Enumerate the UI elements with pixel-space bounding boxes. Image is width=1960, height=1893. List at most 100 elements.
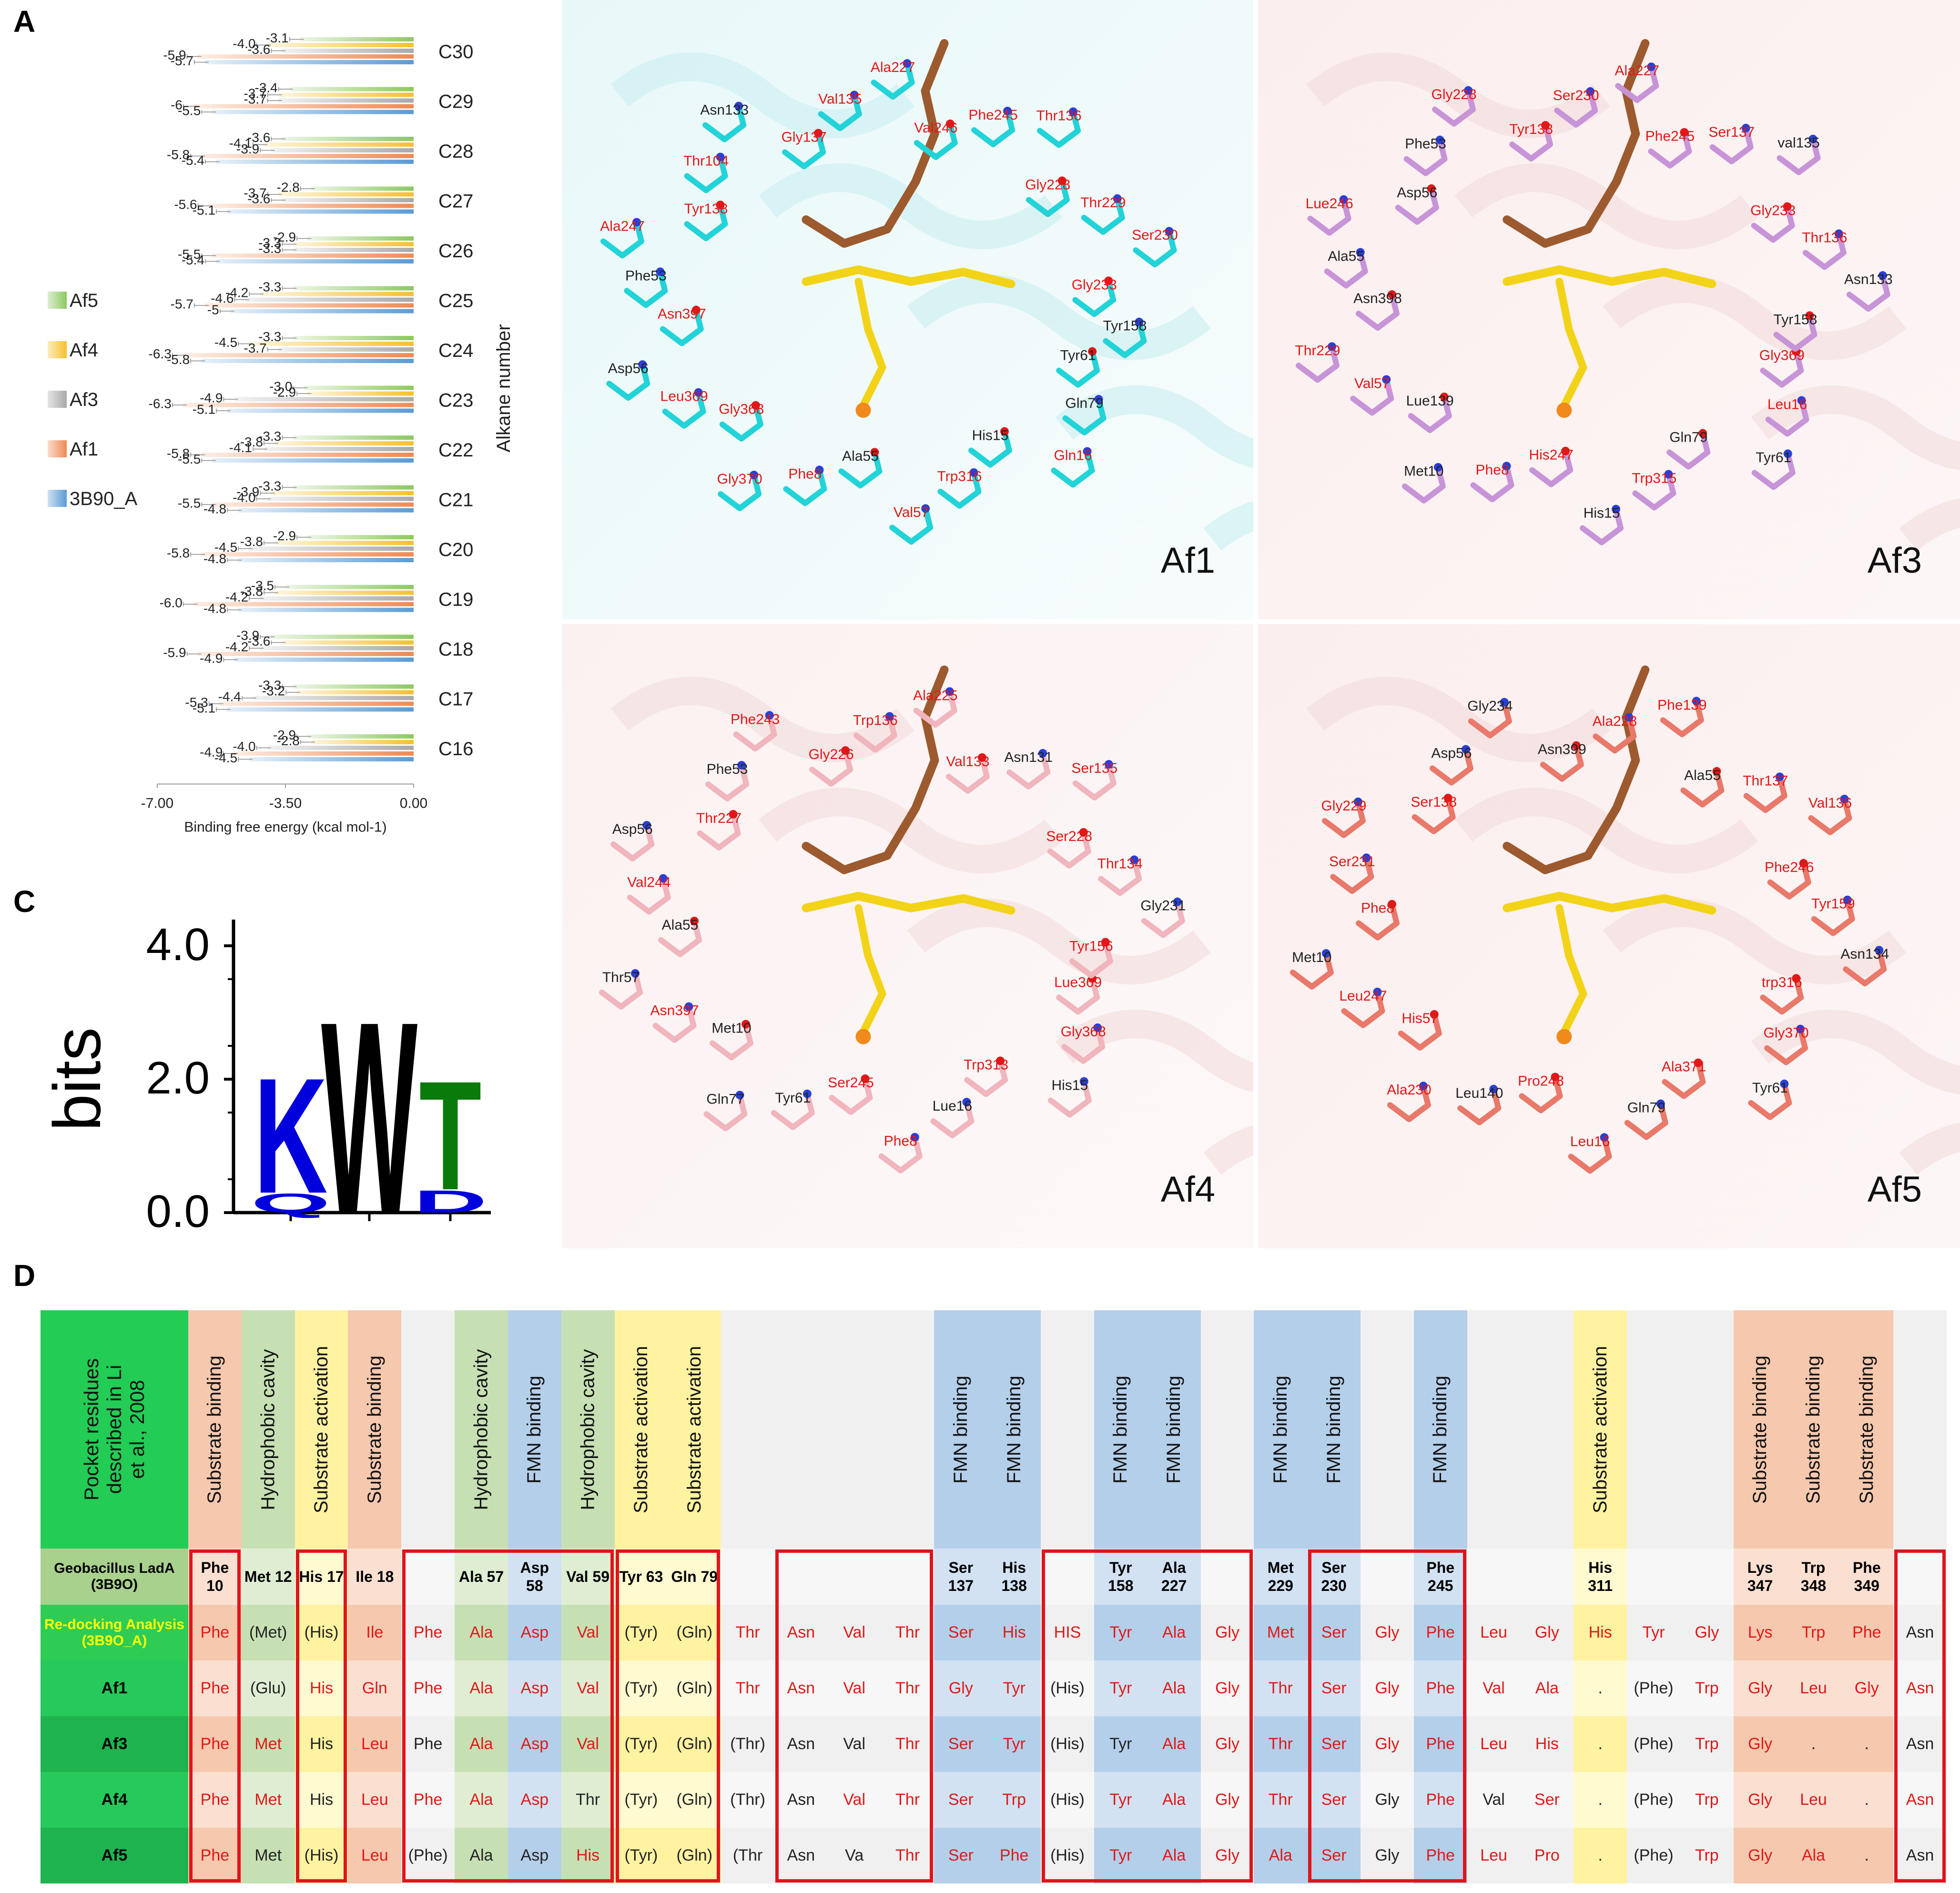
reference-cell: Asp 58 bbox=[508, 1549, 561, 1605]
table-cell: . bbox=[1787, 1716, 1840, 1772]
column-role-header bbox=[1893, 1310, 1947, 1549]
residue-atom bbox=[1088, 347, 1097, 356]
table-cell: Phe bbox=[401, 1716, 455, 1772]
table-cell: Thr bbox=[1254, 1772, 1308, 1828]
reference-cell bbox=[1041, 1549, 1094, 1605]
fmn-ligand bbox=[1503, 891, 1716, 915]
table-cell: Asn bbox=[1893, 1716, 1947, 1772]
table-cell: Pro bbox=[1520, 1828, 1574, 1883]
residue-stick bbox=[1026, 178, 1070, 217]
ribbon bbox=[1306, 52, 1610, 138]
category-label-C16: C16 bbox=[438, 739, 473, 759]
category-label-C29: C29 bbox=[438, 91, 473, 112]
residue-atom bbox=[945, 687, 954, 696]
column-role-text: Substrate activation bbox=[683, 1346, 705, 1513]
residue-atom bbox=[656, 267, 665, 276]
residue-label: Tyr61 bbox=[1756, 450, 1791, 466]
bar-C22-3B90_A bbox=[212, 458, 414, 463]
category-label-C18: C18 bbox=[438, 639, 473, 660]
residue-label: Ser245 bbox=[828, 1075, 874, 1091]
residue-stick bbox=[1098, 857, 1142, 896]
residue-label: Phe243 bbox=[731, 711, 780, 727]
table-cell: Thr bbox=[881, 1605, 934, 1660]
value-label: -4.0 bbox=[233, 36, 255, 51]
residue-stick bbox=[1290, 950, 1334, 990]
table-cell: Asn bbox=[774, 1828, 828, 1883]
table-cell: Tyr bbox=[987, 1716, 1041, 1772]
residue-atom bbox=[1561, 446, 1570, 456]
table-cell: . bbox=[1840, 1772, 1894, 1828]
residue-label: Lue369 bbox=[1054, 974, 1102, 990]
residue-atom bbox=[1586, 87, 1595, 96]
table-cell: Thr bbox=[561, 1772, 615, 1828]
residue-atom bbox=[751, 401, 760, 410]
residue-stick bbox=[1468, 699, 1512, 739]
table-cell: Ser bbox=[1307, 1605, 1361, 1660]
table-cell: Val bbox=[1467, 1660, 1521, 1716]
residue-label: Thr57 bbox=[602, 970, 640, 985]
bar-C25-Af3 bbox=[245, 297, 414, 302]
bar-C18-Af3 bbox=[260, 646, 414, 650]
residue-stick bbox=[1470, 463, 1514, 503]
reference-cell: Ser 230 bbox=[1307, 1549, 1361, 1605]
pocket-residue-table: Pocket residues described in Li et al., … bbox=[0, 1253, 1960, 1893]
residue-label: Lue16 bbox=[933, 1098, 972, 1114]
table-cell: Asn bbox=[1893, 1605, 1947, 1660]
table-cell: Leu bbox=[348, 1716, 402, 1772]
residue-atom bbox=[1165, 227, 1174, 236]
residue-atom bbox=[1079, 828, 1088, 837]
residue-stick bbox=[1062, 396, 1107, 435]
residue-label: Thr137 bbox=[1743, 773, 1788, 789]
residue-stick bbox=[1743, 774, 1787, 813]
structure-af4-title: Af4 bbox=[1160, 1169, 1215, 1210]
bar-C29-Af5 bbox=[289, 87, 414, 91]
residue-label: Tyr158 bbox=[1774, 312, 1818, 327]
residue-atom bbox=[1843, 895, 1852, 904]
value-label: -2.9 bbox=[273, 728, 296, 742]
table-cell: Ala bbox=[1147, 1660, 1201, 1716]
table-cell: Val bbox=[561, 1716, 615, 1772]
column-role-header bbox=[774, 1310, 828, 1549]
column-role-header: Substrate activation bbox=[614, 1310, 668, 1549]
bar-C16-Af5 bbox=[307, 734, 414, 739]
table-cell: Ser bbox=[1520, 1772, 1574, 1828]
residue-stick bbox=[627, 875, 671, 915]
residue-label: val135 bbox=[1777, 135, 1819, 151]
bar-C29-3B90_A bbox=[212, 110, 414, 114]
table-cell: Asp bbox=[508, 1772, 561, 1828]
residue-label: Gly228 bbox=[1025, 177, 1070, 192]
residue-label: Gly229 bbox=[1321, 798, 1366, 814]
highlight-box bbox=[615, 1549, 721, 1883]
bar-C22-Af1 bbox=[201, 453, 414, 457]
value-label: -3.8 bbox=[240, 584, 263, 599]
column-role-header: Substrate activation bbox=[668, 1310, 721, 1549]
table-cell: Gly bbox=[1200, 1660, 1254, 1716]
column-role-header: Substrate activation bbox=[1574, 1310, 1627, 1549]
residue-label: Thr229 bbox=[1295, 343, 1340, 358]
residue-atom bbox=[1878, 271, 1887, 280]
table-cell: Ser bbox=[934, 1828, 988, 1883]
value-label: -6 bbox=[171, 98, 183, 112]
value-label: -3.5 bbox=[251, 578, 274, 593]
residue-stick bbox=[1457, 1086, 1502, 1125]
residue-atom bbox=[659, 874, 668, 883]
residue-atom bbox=[921, 504, 930, 513]
table-corner-text: Pocket residues described in Li et al., … bbox=[80, 1358, 148, 1501]
table-cell: (His) bbox=[295, 1605, 348, 1660]
reference-cell: Met 229 bbox=[1254, 1549, 1308, 1605]
table-cell: Asp bbox=[508, 1828, 561, 1883]
residue-atom bbox=[1502, 462, 1511, 471]
residue-label: Ser135 bbox=[1071, 760, 1117, 776]
residue-stick bbox=[1133, 228, 1177, 268]
value-label: -5.8 bbox=[167, 352, 190, 367]
residue-label: Ser230 bbox=[1132, 227, 1178, 243]
residue-stick bbox=[889, 506, 934, 545]
table-cell: Ala bbox=[1254, 1828, 1308, 1883]
table-cell: Phe bbox=[188, 1605, 242, 1660]
structure-af5-sticks: trp316 Gly370 Tyr61 Ala371 Gln79 Leu16 Pro248 L… bbox=[1290, 665, 1960, 1175]
data-row-label: Re-docking Analysis (3B9O_A) bbox=[41, 1605, 188, 1660]
residue-atom bbox=[1104, 760, 1113, 769]
residue-atom bbox=[1356, 248, 1365, 257]
bar-C22-Af4 bbox=[274, 441, 414, 445]
bar-C28-Af1 bbox=[201, 154, 414, 158]
